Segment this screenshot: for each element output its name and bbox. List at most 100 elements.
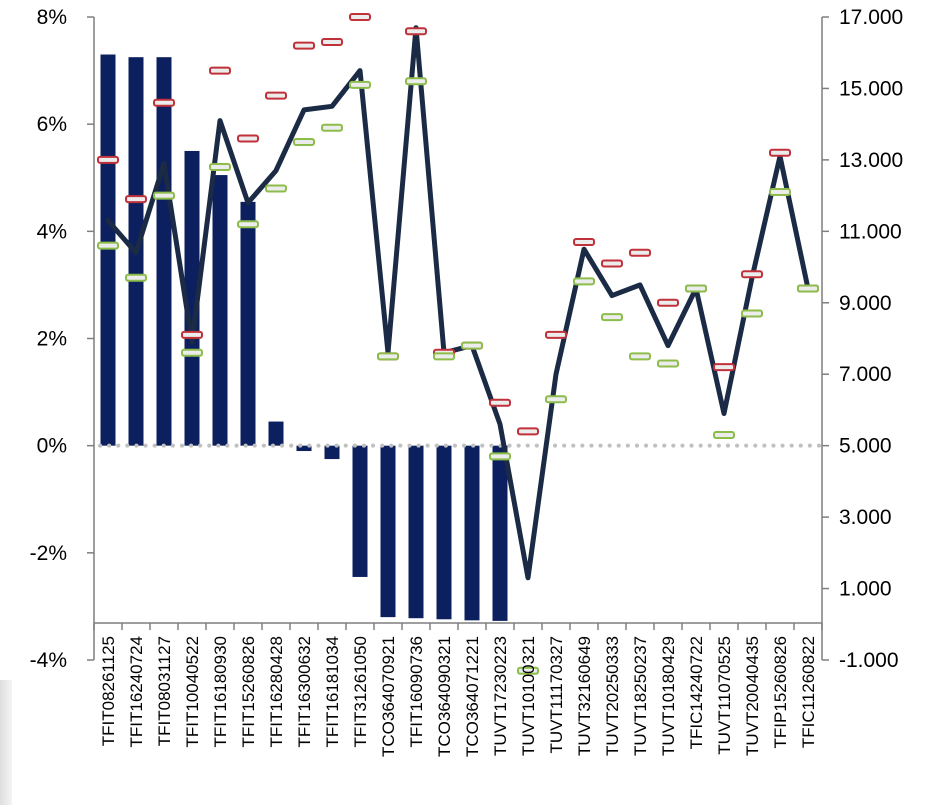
green-marker-TFIT16180930 — [209, 163, 231, 172]
red-marker-TFIT16180930 — [209, 66, 231, 75]
red-marker-TFIT16181034 — [321, 38, 343, 47]
right-tick-label: 3.000 — [839, 506, 892, 529]
green-marker-TFIC11260822 — [797, 284, 819, 293]
bar-TFIT31261050 — [352, 445, 368, 577]
line-series-path — [105, 25, 811, 581]
category-label: TFIT31261050 — [351, 636, 370, 748]
category-label: TUVT17230223 — [491, 636, 510, 756]
green-marker-TUVT32160649 — [573, 277, 595, 286]
green-marker-TFIT16300632 — [293, 138, 315, 147]
bar-TFIT08031127 — [156, 57, 172, 446]
bars-group — [100, 54, 508, 621]
red-marker-TFIT08031127 — [153, 98, 175, 107]
right-tick-label: 5.000 — [839, 435, 892, 458]
red-marker-TUVT17230223 — [489, 398, 511, 407]
red-marker-TUVT32160649 — [573, 238, 595, 247]
category-label: TFIC14240722 — [687, 636, 706, 749]
right-tick-label: 17.000 — [839, 6, 903, 29]
right-tick-label: 7.000 — [839, 363, 892, 386]
green-marker-TFIT15260826 — [237, 220, 259, 229]
bar-TFIT08261125 — [100, 54, 116, 446]
green-marker-TFIT08031127 — [153, 191, 175, 200]
green-marker-TUVT18250237 — [629, 352, 651, 361]
category-label: TFIT08031127 — [155, 636, 174, 746]
green-marker-TCO364090321 — [433, 352, 455, 361]
bar-TFIT10040522 — [184, 150, 200, 446]
category-label: TUVT11170327 — [547, 636, 566, 754]
green-marker-TUVT11170327 — [545, 395, 567, 404]
green-marker-TUVT20040435 — [741, 309, 763, 318]
right-tick-label: -1.000 — [839, 649, 899, 672]
green-marker-TFIT31261050 — [349, 80, 371, 89]
left-tick-label: 0% — [37, 435, 67, 458]
red-marker-TUVT11170327 — [545, 330, 567, 339]
left-tick-label: -2% — [30, 542, 67, 565]
green-marker-TUVT10180429 — [657, 359, 679, 368]
category-label: TUVT11070525 — [715, 636, 734, 755]
category-label: TUVT32160649 — [575, 636, 594, 756]
red-marker-TFIT08261125 — [97, 155, 119, 164]
red-marker-TUVT11070525 — [713, 363, 735, 372]
green-marker-TFIT10040522 — [181, 348, 203, 357]
category-label: TUVT10180429 — [659, 636, 678, 756]
green-marker-TFIP15260826 — [769, 188, 791, 197]
red-marker-TFIT10040522 — [181, 330, 203, 339]
green-marker-TUVT11070525 — [713, 430, 735, 439]
red-marker-TFIT16300632 — [293, 41, 315, 50]
red-marker-TUVT10180429 — [657, 298, 679, 307]
bar-TFIT16181034 — [324, 445, 340, 460]
left-tick-label: 8% — [37, 6, 67, 29]
category-label: TFIT16181034 — [323, 636, 342, 748]
green-marker-TFIT16240724 — [125, 273, 147, 282]
bar-TCO364070921 — [380, 445, 396, 618]
green-marker-TCO364071221 — [461, 341, 483, 350]
red-marker-TFIT31261050 — [349, 13, 371, 21]
bar-TFIT15260826 — [240, 201, 256, 446]
right-tick-label: 9.000 — [839, 292, 892, 315]
bar-TCO364071221 — [464, 445, 480, 621]
category-label: TCO364090321 — [435, 636, 454, 757]
bar-TFIT16280428 — [268, 421, 284, 446]
category-label: TFIT16180930 — [211, 636, 230, 748]
bar-TCO364090321 — [436, 445, 452, 620]
scan-edge-artifact — [0, 680, 12, 805]
red-marker-TFIT15260826 — [237, 134, 259, 143]
category-label: TFIT15260826 — [239, 636, 258, 748]
red-marker-TFIT16090736 — [405, 27, 427, 36]
category-label: TCO364071221 — [463, 636, 482, 757]
green-marker-TFIT16090736 — [405, 77, 427, 86]
red-marker-TFIT16280428 — [265, 91, 287, 100]
red-marker-TFIT16240724 — [125, 195, 147, 204]
right-tick-label: 15.000 — [839, 77, 903, 100]
bar-TFIT16300632 — [296, 445, 312, 452]
bar-TUVT17230223 — [492, 445, 508, 621]
right-axis: -1.000 1.000 3.000 5.000 7.000 9.000 11.000 13.… — [821, 6, 903, 672]
category-label: TFIT16240724 — [127, 636, 146, 748]
green-marker-TCO364070921 — [377, 352, 399, 361]
bar-TFIT16180930 — [212, 175, 228, 446]
green-marker-TFIT16280428 — [265, 184, 287, 193]
markers-group — [97, 13, 819, 675]
category-label: TUVT20250333 — [603, 636, 622, 756]
green-marker-TFIC14240722 — [685, 284, 707, 293]
left-tick-label: 4% — [37, 220, 67, 243]
red-marker-TFIP15260826 — [769, 148, 791, 157]
category-label: TUVT18250237 — [631, 636, 650, 756]
green-marker-TFIT16181034 — [321, 123, 343, 132]
category-label: TUVT10100321 — [519, 636, 538, 756]
category-label: TCO364070921 — [379, 636, 398, 757]
green-marker-TUVT17230223 — [489, 452, 511, 461]
right-tick-label: 13.000 — [839, 149, 903, 172]
category-label: TFIP15260826 — [771, 636, 790, 748]
red-marker-TUVT10100321 — [517, 427, 539, 436]
category-label: TFIC11260822 — [799, 636, 818, 748]
left-tick-label: -4% — [30, 649, 67, 672]
green-marker-TUVT10100321 — [517, 666, 539, 675]
right-tick-label: 1.000 — [839, 578, 892, 601]
category-label: TFIT10040522 — [183, 636, 202, 748]
category-label: TFIT16280428 — [267, 636, 286, 748]
left-tick-label: 2% — [37, 328, 67, 351]
bar-TFIT16090736 — [408, 445, 424, 619]
red-marker-TUVT18250237 — [629, 248, 651, 257]
